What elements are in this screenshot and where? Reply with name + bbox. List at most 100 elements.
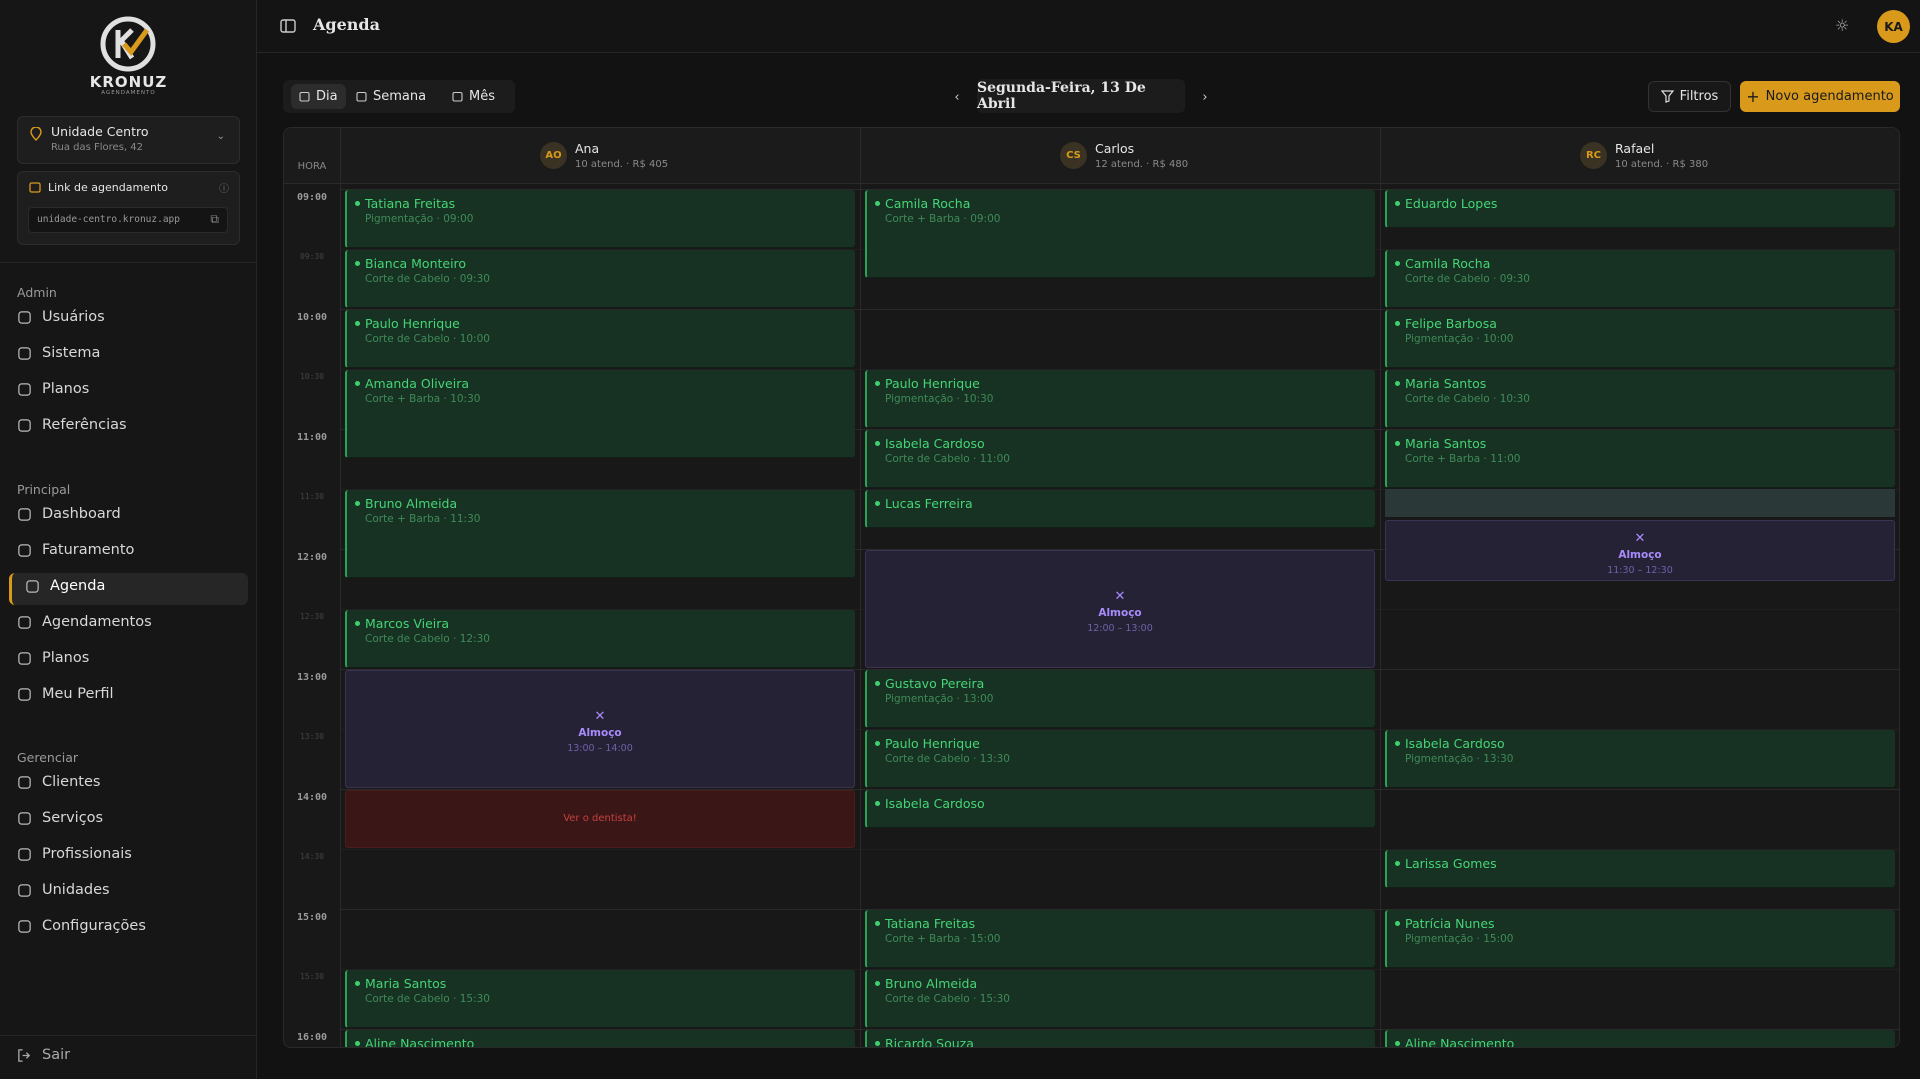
time-label: 13:30	[284, 732, 340, 741]
nav-item[interactable]: Configurações	[17, 918, 146, 934]
service-detail: Pigmentação · 10:30	[885, 393, 993, 405]
nav-item[interactable]: Agenda	[25, 578, 105, 594]
nav-item[interactable]: Usuários	[17, 309, 105, 325]
appointment-card[interactable]: Eduardo Lopes	[1385, 190, 1895, 228]
status-dot	[875, 501, 880, 506]
status-dot	[875, 441, 880, 446]
time-label: 14:00	[284, 792, 340, 803]
appointment-card[interactable]: Camila RochaCorte de Cabelo · 09:30	[1385, 250, 1895, 308]
client-name: Maria Santos	[1405, 376, 1486, 391]
pro-summary: 12 atend. · R$ 480	[1095, 159, 1188, 170]
appointment-card[interactable]: Lucas Ferreira	[865, 490, 1375, 528]
nav-item[interactable]: Unidades	[17, 882, 110, 898]
nav-item[interactable]: Dashboard	[17, 506, 121, 522]
nav-icon	[17, 382, 32, 397]
appointment-card[interactable]: Isabela Cardoso	[865, 790, 1375, 828]
service-detail: Corte de Cabelo · 15:30	[885, 993, 1010, 1005]
status-dot	[355, 1041, 360, 1046]
appointment-card[interactable]: Paulo HenriqueCorte de Cabelo · 13:30	[865, 730, 1375, 788]
status-dot	[875, 201, 880, 206]
nav-icon	[17, 775, 32, 790]
schedule: HORA09:0009:3010:0010:3011:0011:3012:001…	[283, 127, 1900, 1048]
appointment-card[interactable]: Bruno Almeida Corte de Cabelo · 15:30	[865, 970, 1375, 1028]
appointment-card[interactable]: Isabela CardosoCorte de Cabelo · 11:00	[865, 430, 1375, 488]
nav-icon	[17, 346, 32, 361]
service-detail: Corte de Cabelo · 09:30	[365, 273, 490, 285]
service-detail: Pigmentação · 15:00	[1405, 933, 1513, 945]
appointment-card[interactable]: Bianca MonteiroCorte de Cabelo · 09:30	[345, 250, 855, 308]
nav-item[interactable]: Sistema	[17, 345, 100, 361]
blocked-label: Ver o dentista!	[346, 813, 854, 824]
appointment-card[interactable]: Maria SantosCorte de Cabelo · 10:30	[1385, 370, 1895, 428]
time-label: 11:30	[284, 492, 340, 501]
appointment-card[interactable]: Aline Nascimento	[1385, 1030, 1895, 1048]
nav-icon	[17, 651, 32, 666]
nav-item[interactable]: Referências	[17, 417, 127, 433]
unit-selector[interactable]: Unidade Centro Rua das Flores, 42 ⌄	[17, 116, 240, 164]
appointment-card[interactable]: Maria SantosCorte de Cabelo · 15:30	[345, 970, 855, 1028]
service-detail: Pigmentação · 13:00	[885, 693, 993, 705]
copy-icon[interactable]: ⧉	[210, 212, 219, 227]
nav-item[interactable]: Faturamento	[17, 542, 134, 558]
nav-label: Agenda	[50, 578, 105, 594]
status-dot	[355, 381, 360, 386]
nav-item[interactable]: Serviços	[17, 810, 103, 826]
appointment-card[interactable]: Larissa Gomes	[1385, 850, 1895, 888]
status-dot	[1395, 261, 1400, 266]
tab-icon	[299, 91, 310, 102]
appointment-card[interactable]: Gustavo PereiraPigmentação · 13:00	[865, 670, 1375, 728]
current-date[interactable]: Segunda-Feira, 13 De Abril	[977, 79, 1185, 113]
time-label: 12:00	[284, 552, 340, 563]
nav-item[interactable]: Meu Perfil	[17, 686, 114, 702]
appointment-card[interactable]: Ricardo Souza	[865, 1030, 1375, 1048]
appointment-card[interactable]: Tatiana FreitasPigmentação · 09:00	[345, 190, 855, 248]
service-detail: Corte de Cabelo · 11:00	[885, 453, 1010, 465]
appointment-card[interactable]: Paulo HenriquePigmentação · 10:30	[865, 370, 1375, 428]
appointment-card[interactable]: Amanda OliveiraCorte + Barba · 10:30	[345, 370, 855, 458]
new-appointment-button[interactable]: +Novo agendamento	[1740, 81, 1900, 112]
status-dot	[875, 1041, 880, 1046]
view-tab[interactable]: Mês	[444, 84, 503, 109]
appointment-card[interactable]: Aline Nascimento	[345, 1030, 855, 1048]
view-tab-label: Semana	[373, 89, 426, 104]
nav-item[interactable]: Agendamentos	[17, 614, 152, 630]
appointment-card[interactable]: Bruno AlmeidaCorte + Barba · 11:30	[345, 490, 855, 578]
break-icon: ✕	[346, 709, 854, 724]
service-detail: Corte + Barba · 09:00	[885, 213, 1000, 225]
nav-icon	[17, 919, 32, 934]
next-day[interactable]: ›	[1193, 83, 1217, 111]
status-dot	[355, 321, 360, 326]
logout[interactable]: Sair	[17, 1047, 70, 1063]
nav-item[interactable]: Planos	[17, 650, 89, 666]
link-field[interactable]: unidade-centro.kronuz.app ⧉	[28, 207, 228, 233]
appointment-card[interactable]: Marcos VieiraCorte de Cabelo · 12:30	[345, 610, 855, 668]
view-tab[interactable]: Semana	[348, 84, 434, 109]
time-label: 13:00	[284, 672, 340, 683]
booking-link: Link de agendamento ⓘ unidade-centro.kro…	[17, 171, 240, 245]
nav-icon	[25, 579, 40, 594]
nav-label: Meu Perfil	[42, 686, 114, 702]
user-avatar[interactable]: KA	[1877, 10, 1910, 43]
time-label: 14:30	[284, 852, 340, 861]
appointment-card[interactable]: Patrícia NunesPigmentação · 15:00	[1385, 910, 1895, 968]
client-name: Lucas Ferreira	[885, 496, 973, 511]
filters-button[interactable]: Filtros	[1648, 81, 1731, 112]
appointment-card[interactable]: Tatiana FreitasCorte + Barba · 15:00	[865, 910, 1375, 968]
nav-item[interactable]: Planos	[17, 381, 89, 397]
status-dot	[1395, 381, 1400, 386]
appointment-card[interactable]: Felipe BarbosaPigmentação · 10:00	[1385, 310, 1895, 368]
client-name: Bruno Almeida	[885, 976, 977, 991]
appointment-card[interactable]: Camila RochaCorte + Barba · 09:00	[865, 190, 1375, 278]
nav-item[interactable]: Clientes	[17, 774, 100, 790]
nav-item[interactable]: Profissionais	[17, 846, 132, 862]
appointment-card[interactable]: Paulo HenriqueCorte de Cabelo · 10:00	[345, 310, 855, 368]
theme-toggle[interactable]: ☼	[1835, 16, 1849, 35]
prev-day[interactable]: ‹	[945, 83, 969, 111]
calendar-icon	[29, 181, 41, 193]
appointment-card[interactable]: Isabela CardosoPigmentação · 13:30	[1385, 730, 1895, 788]
sidebar-toggle[interactable]	[280, 18, 296, 34]
appointment-card[interactable]: Maria SantosCorte + Barba · 11:00	[1385, 430, 1895, 488]
nav-label: Faturamento	[42, 542, 134, 558]
pro-avatar: RC	[1580, 142, 1607, 169]
view-tab[interactable]: Dia	[291, 84, 346, 109]
